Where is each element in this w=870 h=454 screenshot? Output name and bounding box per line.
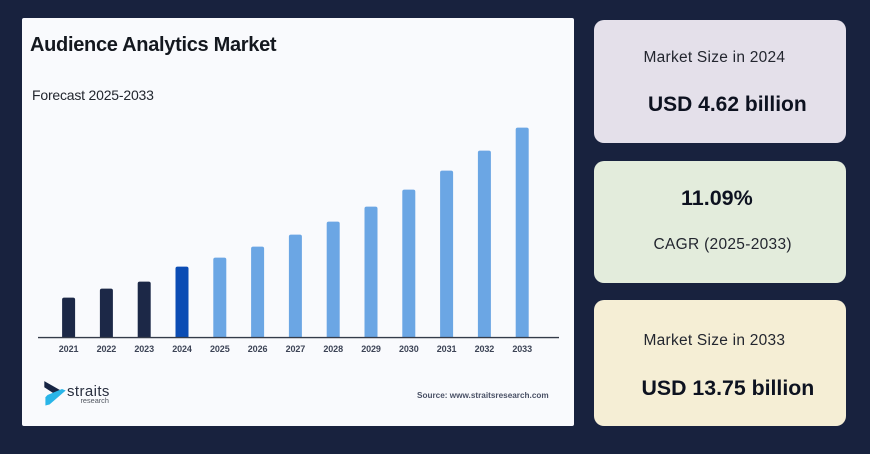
svg-text:2024: 2024 [172,344,192,354]
svg-text:2028: 2028 [323,344,343,354]
svg-text:2026: 2026 [248,344,268,354]
svg-text:2030: 2030 [399,344,419,354]
svg-text:2029: 2029 [361,344,381,354]
svg-text:2031: 2031 [437,344,457,354]
svg-text:2023: 2023 [134,344,154,354]
svg-text:2025: 2025 [210,344,230,354]
svg-text:2033: 2033 [512,344,532,354]
svg-text:2027: 2027 [286,344,306,354]
svg-text:2022: 2022 [97,344,117,354]
svg-text:2032: 2032 [475,344,495,354]
svg-text:2021: 2021 [59,344,79,354]
